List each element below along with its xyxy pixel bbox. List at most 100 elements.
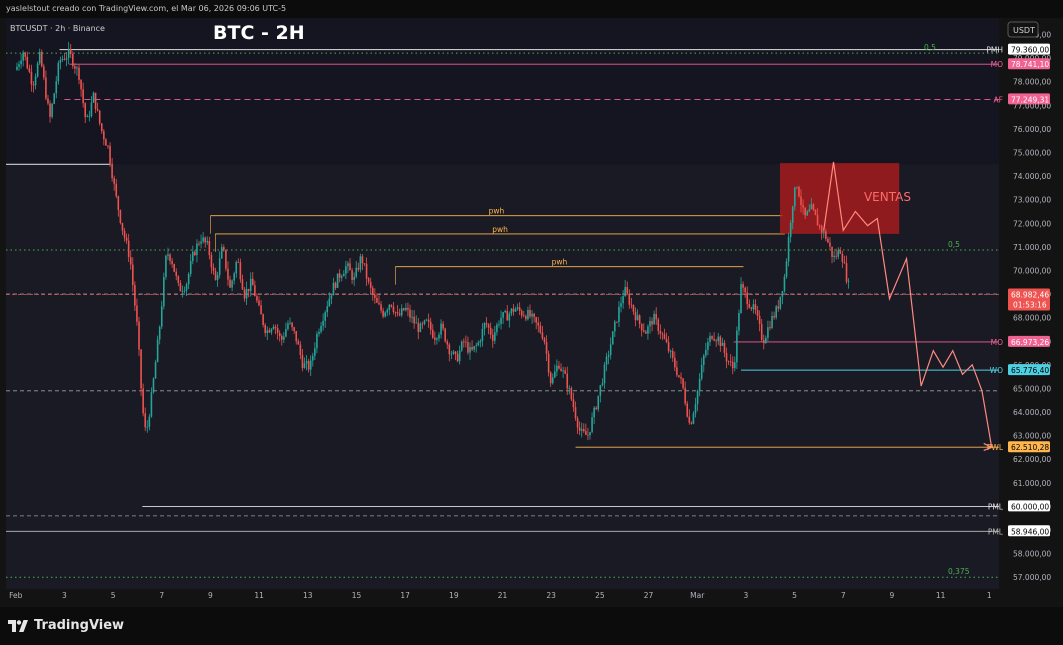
currency-button[interactable]: USDT bbox=[1007, 21, 1039, 38]
candle-body bbox=[65, 57, 68, 60]
candle-body bbox=[620, 303, 622, 307]
candle-body bbox=[649, 320, 651, 327]
level-price: 58.946,00 bbox=[1011, 527, 1049, 536]
x-tick-label: Feb bbox=[9, 591, 23, 600]
candle-body bbox=[452, 351, 455, 354]
candle-body bbox=[831, 246, 833, 257]
candle-body bbox=[628, 293, 631, 305]
level-price: 78.741,10 bbox=[1011, 60, 1049, 69]
chart-area[interactable]: 57.000,0058.000,0059.000,0060.000,0061.0… bbox=[0, 18, 1063, 607]
candle-body bbox=[471, 347, 473, 350]
level-price: 62.510,28 bbox=[1011, 443, 1049, 452]
candle-body bbox=[413, 316, 415, 324]
candle-body bbox=[707, 342, 709, 350]
y-tick-label: 58.000,00 bbox=[1013, 550, 1051, 559]
pwh-label: pwh bbox=[492, 225, 508, 234]
candle-body bbox=[717, 336, 720, 342]
candle-body bbox=[597, 395, 600, 410]
candle-body bbox=[618, 306, 620, 322]
currency-label: USDT bbox=[1013, 26, 1035, 35]
candle-body bbox=[769, 327, 771, 329]
candle-body bbox=[134, 285, 136, 306]
candle-body bbox=[485, 323, 488, 325]
candle-body bbox=[84, 103, 87, 118]
x-tick-label: 19 bbox=[449, 591, 459, 600]
candle-body bbox=[787, 237, 790, 262]
candle-body bbox=[746, 292, 749, 305]
x-tick-label: 13 bbox=[303, 591, 313, 600]
candle-body bbox=[146, 426, 149, 428]
candle-body bbox=[740, 284, 742, 314]
candle-body bbox=[655, 313, 657, 320]
candle-body bbox=[301, 354, 304, 369]
candle-body bbox=[200, 241, 202, 244]
candle-body bbox=[622, 296, 624, 304]
candle-body bbox=[374, 294, 376, 299]
candle-body bbox=[498, 323, 500, 325]
candle-body bbox=[249, 278, 252, 291]
candle-body bbox=[587, 434, 589, 436]
candle-body bbox=[731, 361, 734, 369]
level-price-box bbox=[1008, 441, 1050, 453]
candle-body bbox=[245, 288, 248, 299]
candle-body bbox=[684, 387, 686, 404]
candle-body bbox=[251, 278, 254, 286]
candle-body bbox=[442, 323, 444, 329]
time-axis[interactable]: Feb 3 5 7 9 11 13 15 17 19 21 23 25 27 Mar 3 5 7 9 11 1 bbox=[9, 591, 992, 600]
candle-body bbox=[100, 123, 103, 132]
candle-body bbox=[444, 328, 446, 342]
y-tick-label: 62.000,00 bbox=[1013, 455, 1051, 464]
candle-body bbox=[324, 312, 326, 321]
y-tick-label: 65.000,00 bbox=[1013, 384, 1051, 393]
candle-body bbox=[469, 347, 471, 353]
candle-body bbox=[578, 427, 581, 431]
candle-body bbox=[504, 310, 506, 313]
tradingview-logo[interactable]: TradingView bbox=[8, 618, 124, 633]
candle-body bbox=[206, 241, 209, 243]
candle-body bbox=[111, 163, 113, 179]
price-chart[interactable]: 57.000,0058.000,0059.000,0060.000,0061.0… bbox=[0, 18, 1063, 607]
candle-body bbox=[152, 378, 155, 393]
candle-body bbox=[771, 315, 773, 329]
candle-body bbox=[463, 341, 465, 343]
candle-body bbox=[24, 52, 27, 57]
candle-body bbox=[601, 383, 604, 386]
candle-body bbox=[694, 404, 697, 414]
candle-body bbox=[762, 339, 765, 344]
candle-body bbox=[411, 316, 413, 318]
candle-body bbox=[295, 330, 298, 342]
candle-body bbox=[167, 254, 169, 256]
tradingview-logo-icon bbox=[8, 619, 28, 632]
candle-body bbox=[359, 256, 362, 270]
candle-body bbox=[539, 325, 542, 333]
candle-body bbox=[94, 92, 97, 110]
candle-body bbox=[475, 345, 478, 347]
candle-body bbox=[361, 256, 364, 264]
x-tick-label: 21 bbox=[498, 591, 508, 600]
x-tick-label: 9 bbox=[890, 591, 895, 600]
candle-body bbox=[316, 333, 318, 349]
candle-body bbox=[258, 300, 260, 306]
candle-body bbox=[638, 315, 641, 324]
x-tick-label: 7 bbox=[841, 591, 846, 600]
candle-body bbox=[568, 388, 571, 389]
candle-body bbox=[314, 348, 316, 356]
candle-body bbox=[837, 250, 840, 257]
candle-body bbox=[841, 253, 844, 262]
candle-body bbox=[814, 209, 817, 215]
candle-body bbox=[247, 288, 250, 291]
candle-body bbox=[239, 262, 242, 280]
candle-body bbox=[26, 56, 29, 69]
candle-body bbox=[355, 267, 358, 277]
candle-body bbox=[30, 71, 33, 85]
level-price-box bbox=[1008, 364, 1050, 376]
candle-body bbox=[736, 330, 738, 363]
candle-body bbox=[20, 60, 22, 65]
candle-body bbox=[574, 407, 577, 419]
candle-body bbox=[640, 323, 643, 331]
candle-body bbox=[384, 312, 386, 317]
candle-body bbox=[220, 247, 223, 259]
candle-body bbox=[454, 351, 457, 354]
y-tick-label: 57.000,00 bbox=[1013, 573, 1051, 582]
candle-body bbox=[647, 326, 649, 334]
